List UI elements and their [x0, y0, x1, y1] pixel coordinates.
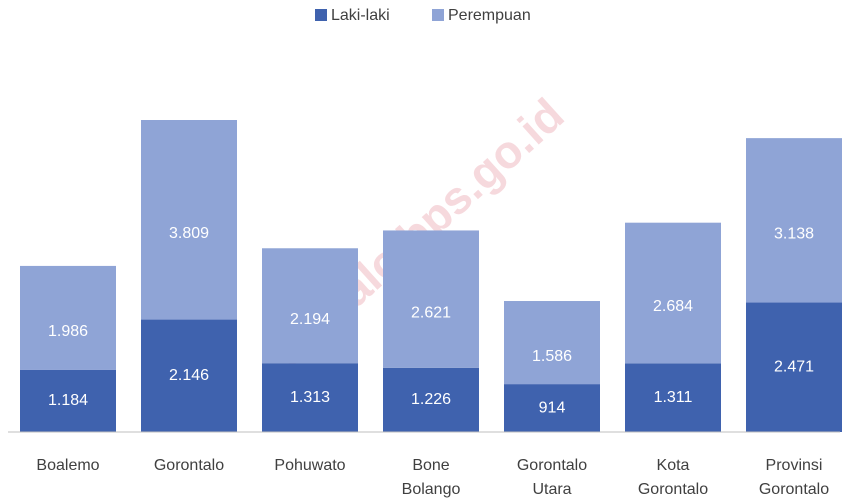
x-tick-label: Boalemo: [36, 457, 99, 474]
x-tick-line: Provinsi: [766, 457, 823, 474]
x-tick-line: Kota: [657, 457, 690, 474]
bar-segment: [383, 367, 479, 432]
data-label: 1.313: [290, 389, 330, 406]
x-tick-line: Utara: [532, 481, 571, 498]
x-tick-line: Gorontalo: [154, 457, 224, 474]
x-tick-line: Pohuwato: [274, 457, 345, 474]
x-tick-label: Gorontalo: [154, 457, 224, 474]
legend-swatch: [315, 9, 327, 21]
bar-segment: [746, 302, 842, 432]
bar-segment: [383, 230, 479, 368]
data-label: 2.146: [169, 367, 209, 384]
data-label: 3.138: [774, 226, 814, 243]
bar-segment: [141, 120, 237, 320]
x-tick-label: Kota Gorontalo: [638, 457, 708, 498]
x-tick-line: Bone: [412, 457, 449, 474]
x-tick-label: Gorontalo Utara: [517, 457, 587, 498]
data-label: 3.809: [169, 225, 209, 242]
legend-label: Perempuan: [448, 7, 531, 24]
x-tick-line: Gorontalo: [517, 457, 587, 474]
data-label: 1.986: [48, 323, 88, 340]
legend-swatch: [432, 9, 444, 21]
bar-segment: [746, 138, 842, 303]
x-tick-line: Bolango: [402, 481, 461, 498]
bar-segment: [20, 265, 116, 370]
data-label: 2.194: [290, 311, 330, 328]
bar-segment: [625, 222, 721, 364]
bar-segment: [262, 248, 358, 364]
legend-label: Laki-laki: [331, 7, 390, 24]
x-tick-line: Gorontalo: [759, 481, 829, 498]
x-tick-line: Gorontalo: [638, 481, 708, 498]
data-label: 1.311: [654, 389, 693, 406]
data-label: 1.586: [532, 348, 572, 365]
x-tick-line: Boalemo: [36, 457, 99, 474]
x-tick-label: Pohuwato: [274, 457, 345, 474]
data-label: 2.471: [774, 358, 814, 375]
bar-segment: [504, 384, 600, 432]
x-tick-label: Bone Bolango: [402, 457, 461, 498]
bar-segment: [625, 363, 721, 432]
data-label: 1.226: [411, 391, 451, 408]
data-label: 2.621: [411, 304, 451, 321]
bar-segment: [20, 369, 116, 432]
bar-segment: [262, 363, 358, 432]
data-label: 914: [539, 399, 566, 416]
bar-segment: [504, 301, 600, 385]
data-label: 2.684: [653, 298, 693, 315]
x-tick-label: Provinsi Gorontalo: [759, 457, 829, 498]
bar-segment: [141, 319, 237, 432]
data-label: 1.184: [48, 392, 88, 409]
